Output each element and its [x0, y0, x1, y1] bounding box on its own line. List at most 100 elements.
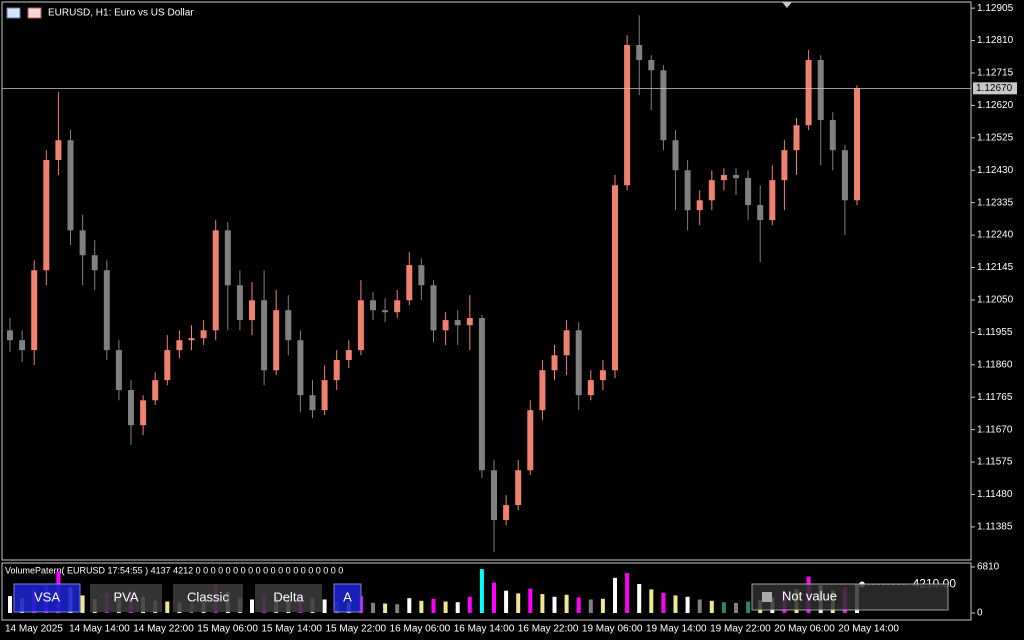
candle-body — [164, 350, 171, 381]
candle-body — [224, 230, 231, 286]
volume-bar — [250, 599, 254, 613]
candle-body — [67, 140, 74, 231]
button-bg[interactable] — [173, 584, 243, 612]
button-bg[interactable] — [255, 584, 322, 612]
candle-body — [103, 270, 110, 351]
candle-body — [491, 470, 497, 521]
candle-body — [382, 310, 389, 313]
candle-body — [527, 410, 534, 471]
candle-body — [599, 370, 606, 381]
candle-body — [636, 45, 643, 61]
button-label[interactable]: Delta — [273, 589, 304, 604]
button-label[interactable]: VSA — [34, 589, 60, 604]
candle-body — [418, 265, 425, 286]
volume-bar — [709, 600, 714, 613]
chart-frame — [1, 1, 972, 561]
candle-body — [660, 70, 667, 141]
y-tick-label: 1.11385 — [977, 522, 1013, 533]
symbol-icon — [6, 7, 21, 19]
candle-body — [7, 330, 13, 341]
x-tick-label: 14 May 14:00 — [69, 624, 130, 635]
y-tick-label: 1.12715 — [977, 68, 1014, 79]
volume-bar — [419, 600, 424, 613]
candle-body — [708, 180, 715, 201]
x-tick-label: 19 May 14:00 — [646, 624, 707, 635]
candle-body — [829, 120, 836, 151]
volume-tick-label: 6810 — [977, 562, 1000, 573]
y-tick-label: 1.11480 — [977, 489, 1013, 500]
volume-bar — [721, 602, 726, 613]
x-tick-label: 15 May 14:00 — [261, 624, 322, 635]
y-tick-label: 1.12430 — [977, 165, 1014, 176]
status-box[interactable]: Not value — [751, 583, 949, 611]
mode-button[interactable]: Delta — [255, 584, 322, 612]
shift-marker — [782, 2, 792, 8]
volume-bar — [540, 594, 545, 613]
button-label[interactable]: PVA — [113, 589, 138, 604]
mode-button[interactable]: VSA — [13, 583, 81, 613]
status-label[interactable]: Not value — [782, 588, 837, 603]
volume-bar — [516, 593, 521, 613]
candle-body — [430, 285, 437, 331]
current-price-box — [973, 82, 1017, 95]
candle-body — [539, 370, 546, 411]
volume-bar — [407, 598, 412, 613]
timeframe-icon — [27, 7, 42, 19]
mode-button[interactable]: PVA — [90, 584, 162, 612]
candle-body — [212, 230, 219, 331]
candle-body — [406, 265, 413, 301]
volume-bar — [673, 595, 678, 613]
candle-body — [503, 505, 510, 521]
button-label[interactable]: Classic — [187, 589, 229, 604]
button-bg[interactable] — [333, 583, 362, 613]
volume-bar — [588, 599, 593, 613]
candle-body — [563, 330, 570, 356]
candle-body — [309, 395, 316, 411]
volume-bar — [455, 602, 460, 613]
volume-bar — [661, 592, 666, 613]
candle-body — [370, 300, 376, 311]
candle-body — [273, 310, 280, 371]
x-tick-label: 20 May 14:00 — [838, 624, 899, 635]
indicator-label: VolumePatern( EURUSD 17:54:55 ) 4137 421… — [5, 565, 343, 575]
candle-body — [793, 125, 800, 151]
candle-body — [140, 400, 147, 426]
y-tick-label: 1.12240 — [977, 230, 1014, 241]
button-bg[interactable] — [13, 583, 81, 613]
candle-body — [321, 380, 328, 411]
status-bg[interactable] — [751, 583, 949, 611]
y-tick-label: 1.12810 — [977, 35, 1014, 46]
mode-button[interactable]: Classic — [173, 584, 243, 612]
volume-bar — [613, 577, 617, 613]
volume-bar — [492, 582, 496, 613]
candle-body — [466, 318, 473, 326]
y-tick-label: 1.12905 — [977, 3, 1014, 14]
candle-body — [672, 140, 679, 171]
volume-bar — [625, 573, 630, 613]
button-label[interactable]: A — [343, 589, 352, 604]
candle-body — [648, 60, 655, 71]
button-bg[interactable] — [90, 584, 162, 612]
y-tick-label: 1.12145 — [977, 262, 1014, 273]
candle-body — [612, 185, 618, 371]
candle-body — [200, 330, 207, 339]
mode-button[interactable]: A — [333, 583, 362, 613]
volume-bar — [576, 597, 581, 613]
x-tick-label: 15 May 06:00 — [197, 624, 258, 635]
x-tick-label: 20 May 06:00 — [774, 624, 835, 635]
candle-body — [575, 330, 582, 396]
volume-bar — [383, 603, 388, 613]
candle-body — [43, 160, 50, 271]
candle-body — [684, 170, 691, 211]
y-tick-label: 1.12620 — [977, 100, 1014, 111]
candle-body — [55, 140, 62, 161]
candle-body — [817, 60, 824, 121]
x-tick-label: 14 May 22:00 — [133, 624, 194, 635]
volume-bar — [564, 594, 569, 613]
volume-tick-label: 0 — [977, 608, 983, 619]
candle-body — [176, 340, 183, 351]
status-check[interactable] — [762, 592, 772, 602]
volume-bar — [371, 602, 375, 613]
candle-body — [152, 380, 159, 401]
